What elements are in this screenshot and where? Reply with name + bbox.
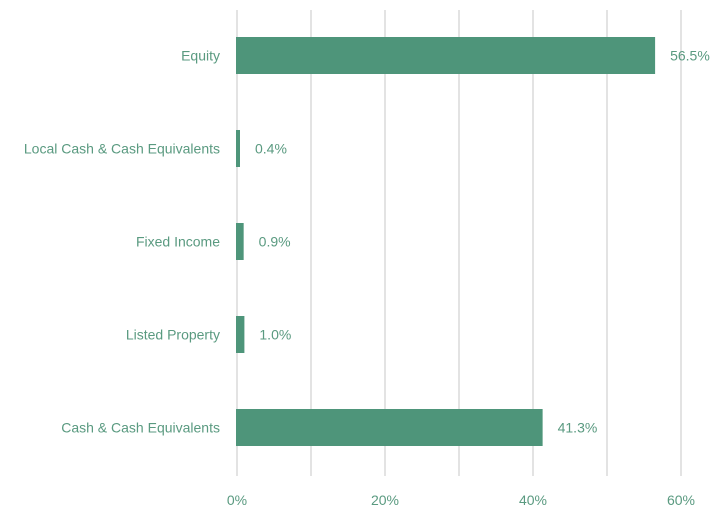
data-label: 1.0% [259, 327, 291, 343]
data-label: 56.5% [670, 48, 710, 64]
bars [236, 37, 656, 446]
data-label: 0.9% [259, 234, 291, 250]
category-labels: Equity Local Cash & Cash Equivalents Fixed… [24, 48, 220, 436]
x-tick-label: 60% [667, 492, 695, 505]
data-labels: 56.5% 0.4% 0.9% 1.0% 41.3% [255, 48, 710, 436]
bar [236, 130, 240, 167]
x-axis-ticks: 0% 20% 40% 60% [227, 492, 695, 505]
bar [236, 409, 543, 446]
data-label: 0.4% [255, 141, 287, 157]
category-label: Fixed Income [136, 234, 220, 250]
bar [236, 37, 656, 74]
bar [236, 316, 245, 353]
x-tick-label: 0% [227, 492, 247, 505]
category-label: Local Cash & Cash Equivalents [24, 141, 220, 157]
x-tick-label: 20% [371, 492, 399, 505]
data-label: 41.3% [558, 420, 598, 436]
category-label: Equity [181, 48, 220, 64]
x-tick-label: 40% [519, 492, 547, 505]
gridlines [236, 10, 682, 476]
category-label: Cash & Cash Equivalents [61, 420, 220, 436]
bar [236, 223, 244, 260]
category-label: Listed Property [126, 327, 220, 343]
